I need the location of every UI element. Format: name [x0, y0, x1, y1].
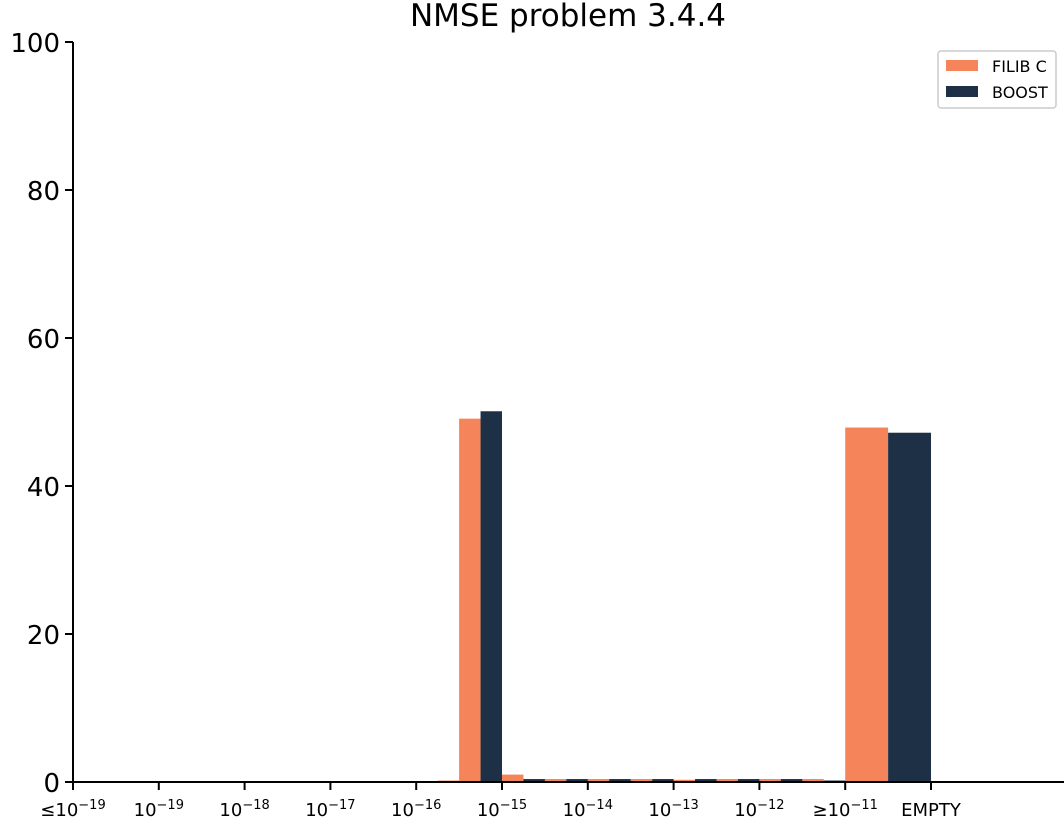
bar-boost-1	[523, 779, 545, 782]
y-tick-label: 0	[43, 769, 60, 799]
bar-filib-c-11	[845, 427, 889, 782]
x-tick-label: 10−12	[734, 798, 784, 821]
legend-label: BOOST	[992, 83, 1048, 102]
bar-filib-c-6	[630, 779, 653, 782]
x-tick-label: 10−15	[477, 798, 527, 821]
y-tick-label: 100	[10, 29, 60, 59]
x-tick-label: 10−18	[219, 798, 269, 821]
x-tick-label: 10−16	[391, 798, 441, 821]
chart-title: NMSE problem 3.4.4	[410, 0, 726, 34]
legend-swatch	[946, 60, 978, 71]
bar-boost-7	[780, 779, 803, 782]
bar-boost-0	[480, 411, 503, 782]
y-tick-label: 40	[27, 473, 60, 503]
x-axis: ≤10−19 10−19 10−18 10−17 10−16 10−15 10−14 10−1…	[40, 781, 1064, 821]
bar-filib-c-7	[673, 779, 696, 782]
y-tick-label: 80	[27, 177, 60, 207]
bar-boost-5	[695, 779, 717, 782]
bar-filib-c-5	[587, 779, 610, 782]
x-tick-label: 10−14	[563, 798, 613, 821]
bar-boost-3	[609, 779, 631, 782]
bar-boost-6	[737, 779, 760, 782]
bar-boost-9	[888, 432, 932, 782]
x-tick-label: 10−13	[648, 798, 698, 821]
x-tick-label: 10−19	[134, 798, 184, 821]
legend-swatch	[946, 86, 978, 97]
x-tick-label: ≥10−11	[812, 798, 877, 821]
bar-filib-c-3	[502, 774, 524, 782]
x-tick-label: ≤10−19	[40, 798, 105, 821]
legend-label: FILIB C	[992, 57, 1047, 76]
y-tick-label: 20	[27, 621, 60, 651]
bar-boost-2	[566, 779, 588, 782]
bars-group	[437, 411, 932, 782]
y-tick-label: 60	[27, 325, 60, 355]
y-axis: 0 20 40 60 80 100	[10, 29, 74, 799]
x-tick-label: EMPTY	[901, 800, 962, 821]
x-tick-label: 10−17	[305, 798, 355, 821]
bar-filib-c-9	[759, 779, 781, 782]
bar-filib-c-4	[544, 779, 567, 782]
bar-filib-c-10	[802, 779, 824, 782]
bar-filib-c-8	[716, 779, 738, 782]
legend: FILIB C BOOST	[937, 50, 1057, 109]
bar-filib-c-2	[459, 418, 481, 782]
bar-boost-4	[652, 779, 674, 782]
